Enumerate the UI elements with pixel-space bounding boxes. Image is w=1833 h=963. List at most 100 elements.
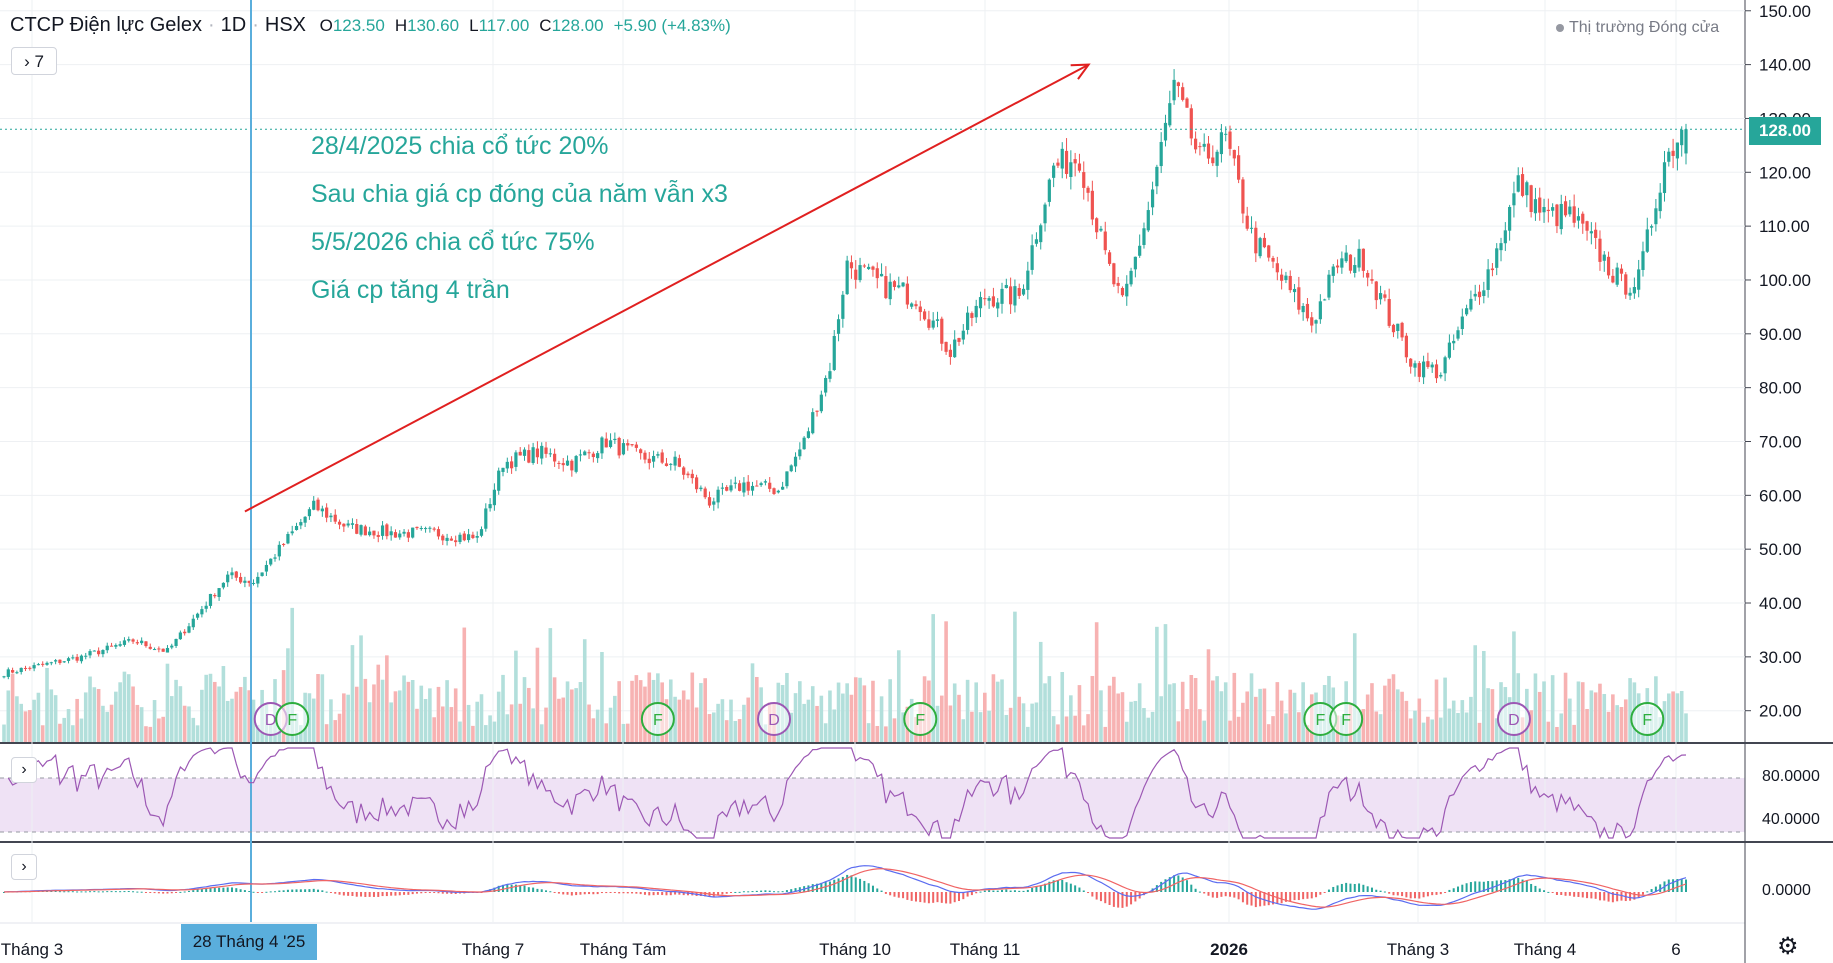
- macd-histogram-bar: [519, 885, 522, 892]
- annotation-text-3[interactable]: 5/5/2026 chia cổ tức 75%: [311, 228, 595, 256]
- candle-body: [346, 523, 350, 526]
- macd-pane-toggle-button[interactable]: ›: [11, 854, 37, 880]
- volume-bar: [165, 663, 170, 742]
- candle-body: [591, 453, 595, 458]
- macd-histogram-bar: [1667, 879, 1670, 892]
- candle-body: [423, 528, 428, 530]
- macd-histogram-bar: [1332, 886, 1335, 892]
- candle-body: [703, 488, 707, 498]
- candle-body: [970, 313, 974, 318]
- volume-bar: [114, 691, 118, 742]
- volume-bar: [1004, 714, 1009, 742]
- volume-bar: [32, 699, 36, 742]
- candle-body: [49, 662, 53, 664]
- candle-body: [505, 461, 509, 469]
- annotation-text-4[interactable]: Giá cp tăng 4 trần: [311, 276, 510, 304]
- candle-body: [1043, 204, 1047, 224]
- candle-body: [454, 540, 458, 543]
- macd-histogram-bar: [1039, 885, 1042, 892]
- candle-body: [729, 485, 733, 491]
- volume-bar: [1077, 685, 1082, 742]
- gear-icon[interactable]: ⚙: [1777, 933, 1799, 960]
- macd-histogram-bar: [338, 892, 341, 895]
- candle-body: [884, 276, 888, 299]
- macd-histogram-bar: [979, 891, 982, 893]
- candle-body: [41, 663, 45, 665]
- macd-histogram-bar: [562, 892, 565, 895]
- interval-label[interactable]: 1D: [220, 14, 247, 36]
- volume-bar: [238, 687, 243, 742]
- candle-body: [1404, 335, 1408, 358]
- macd-histogram-bar: [1413, 892, 1416, 899]
- volume-bar: [716, 703, 720, 742]
- symbol-title[interactable]: CTCP Điện lực Gelex: [10, 14, 202, 36]
- candle-body: [1602, 254, 1606, 261]
- candle-body: [557, 462, 561, 464]
- macd-histogram-bar: [592, 892, 595, 895]
- volume-bar: [19, 703, 24, 742]
- volume-bar: [570, 689, 574, 742]
- volume-bar: [45, 667, 49, 742]
- volume-bar: [1537, 691, 1542, 742]
- volume-bar: [195, 725, 200, 742]
- volume-bar: [1391, 674, 1396, 742]
- macd-histogram-bar: [1065, 882, 1068, 892]
- macd-histogram-bar: [1672, 879, 1675, 892]
- macd-histogram-bar: [321, 890, 324, 892]
- macd-histogram-bar: [661, 892, 664, 896]
- price-tick-label: 40.00: [1759, 594, 1802, 613]
- macd-histogram-bar: [3, 892, 5, 893]
- volume-bar: [1133, 700, 1138, 742]
- indicators-collapse-button[interactable]: › 7: [11, 47, 57, 75]
- volume-bar: [1172, 683, 1176, 742]
- event-marker-f: F: [1630, 702, 1665, 736]
- volume-bar: [1073, 715, 1077, 742]
- volume-bar: [595, 709, 600, 742]
- macd-histogram-bar: [347, 892, 350, 896]
- volume-bar: [505, 714, 510, 742]
- volume-bar: [23, 711, 28, 742]
- macd-histogram-bar: [906, 892, 909, 900]
- candle-body: [1202, 143, 1206, 147]
- candle-body: [781, 486, 785, 490]
- candle-body: [1383, 294, 1387, 298]
- candle-body: [32, 665, 36, 669]
- macd-histogram-bar: [777, 891, 780, 893]
- macd-histogram-bar: [1517, 877, 1520, 892]
- volume-bar: [1047, 676, 1052, 742]
- annotation-text-2[interactable]: Sau chia giá cp đóng của năm vẫn x3: [311, 180, 728, 208]
- candle-body: [1645, 229, 1649, 252]
- volume-bar: [565, 681, 570, 742]
- volume-bar: [466, 704, 471, 742]
- rsi-pane-toggle-button[interactable]: ›: [11, 757, 37, 783]
- volume-bar: [578, 682, 583, 742]
- macd-histogram-bar: [1487, 881, 1490, 892]
- candle-body: [1340, 258, 1344, 268]
- time-tick-label: 6: [1671, 940, 1680, 959]
- candle-body: [548, 453, 552, 455]
- macd-histogram-bar: [1272, 892, 1275, 905]
- candle-body: [140, 640, 144, 644]
- candle-body: [1594, 229, 1598, 238]
- macd-histogram-bar: [114, 891, 117, 893]
- macd-histogram-bar: [265, 891, 268, 893]
- macd-histogram-bar: [1551, 892, 1554, 893]
- macd-histogram-bar: [730, 892, 733, 893]
- candle-body: [101, 650, 105, 655]
- candle-body: [510, 461, 514, 469]
- candle-body: [350, 523, 355, 525]
- candle-body: [170, 645, 174, 648]
- macd-histogram-bar: [403, 892, 406, 895]
- volume-bar: [1241, 702, 1245, 742]
- volume-bar: [935, 705, 940, 742]
- candle-body: [131, 639, 135, 642]
- macd-histogram-bar: [1654, 886, 1657, 892]
- annotation-text-1[interactable]: 28/4/2025 chia cổ tức 20%: [311, 132, 609, 160]
- candle-body: [755, 485, 759, 487]
- volume-bar: [1120, 692, 1125, 742]
- candle-body: [802, 437, 806, 450]
- candle-body: [819, 394, 823, 412]
- macd-histogram-bar: [738, 891, 741, 893]
- macd-histogram-bar: [536, 888, 539, 892]
